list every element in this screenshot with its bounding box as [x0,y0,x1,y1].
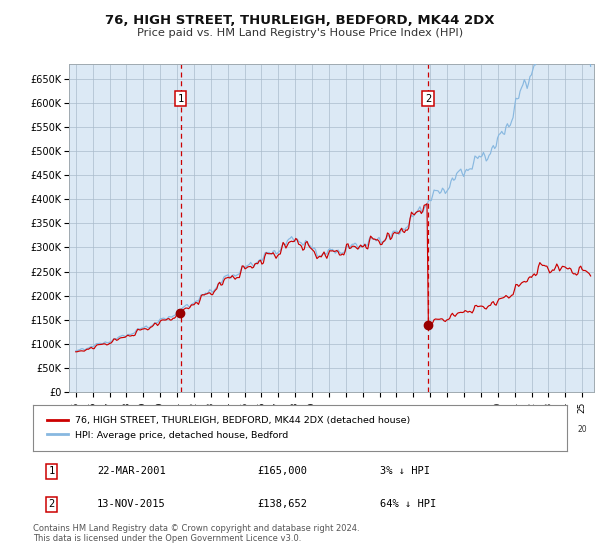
Text: £165,000: £165,000 [257,466,307,476]
Text: 20: 20 [172,424,182,434]
Text: 20: 20 [240,424,250,434]
Text: 13-NOV-2015: 13-NOV-2015 [97,500,166,509]
Text: 19: 19 [105,424,115,434]
Text: 22-MAR-2001: 22-MAR-2001 [97,466,166,476]
Text: 20: 20 [544,424,553,434]
Text: 20: 20 [409,424,418,434]
Text: 2: 2 [425,94,431,104]
Text: 20: 20 [476,424,486,434]
Text: Contains HM Land Registry data © Crown copyright and database right 2024.
This d: Contains HM Land Registry data © Crown c… [33,524,359,543]
Text: £138,652: £138,652 [257,500,307,509]
Text: 20: 20 [510,424,520,434]
Text: 20: 20 [206,424,215,434]
Text: 20: 20 [375,424,385,434]
Text: 20: 20 [307,424,317,434]
Text: 20: 20 [442,424,452,434]
Text: 2: 2 [49,500,55,509]
Text: 19: 19 [71,424,80,434]
Text: Price paid vs. HM Land Registry's House Price Index (HPI): Price paid vs. HM Land Registry's House … [137,28,463,38]
Text: 20: 20 [274,424,283,434]
Text: 1: 1 [178,94,184,104]
Legend: 76, HIGH STREET, THURLEIGH, BEDFORD, MK44 2DX (detached house), HPI: Average pri: 76, HIGH STREET, THURLEIGH, BEDFORD, MK4… [43,412,414,444]
Text: 20: 20 [577,424,587,434]
Text: 1: 1 [49,466,55,476]
Text: 3% ↓ HPI: 3% ↓ HPI [380,466,430,476]
Text: 19: 19 [139,424,148,434]
Text: 76, HIGH STREET, THURLEIGH, BEDFORD, MK44 2DX: 76, HIGH STREET, THURLEIGH, BEDFORD, MK4… [105,14,495,27]
Text: 64% ↓ HPI: 64% ↓ HPI [380,500,436,509]
Text: 20: 20 [341,424,350,434]
